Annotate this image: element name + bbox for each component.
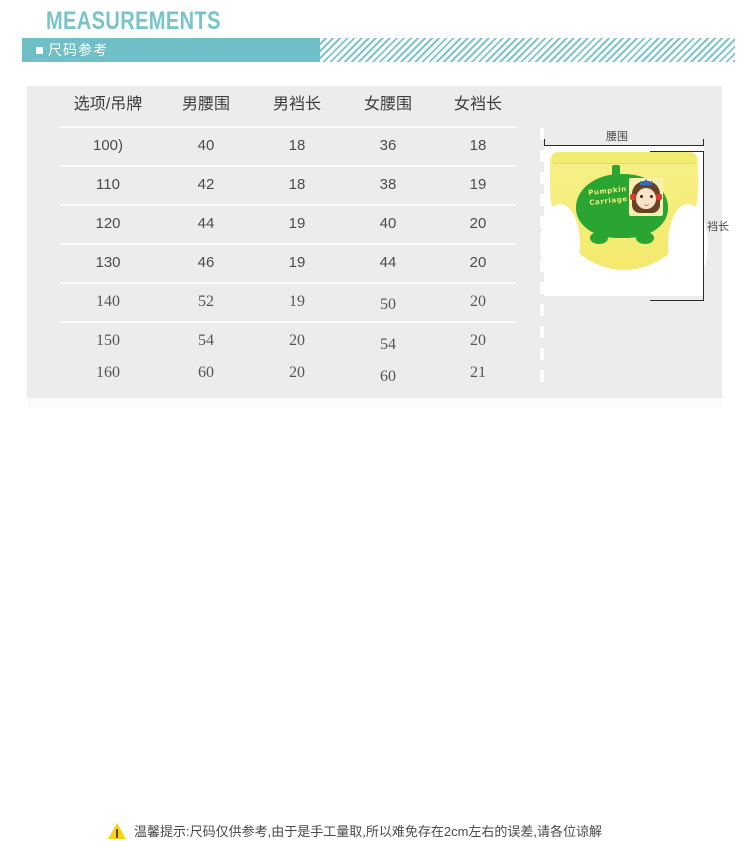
girl-mouth-icon bbox=[644, 202, 649, 206]
row-divider bbox=[60, 126, 516, 128]
hair-bow-right-icon bbox=[656, 194, 662, 200]
row-divider bbox=[60, 282, 516, 284]
cell-girl-rise: 20 bbox=[469, 215, 487, 232]
waist-guide-line bbox=[544, 145, 704, 146]
table-row: 140 52 19 50 20 bbox=[27, 283, 516, 321]
footer-note-text: 温馨提示:尺码仅供参考,由于是手工量取,所以难免存在2cm左右的误差,请各位谅解 bbox=[134, 824, 603, 839]
footer-note: 温馨提示:尺码仅供参考,由于是手工量取,所以难免存在2cm左右的误差,请各位谅解 bbox=[0, 408, 750, 839]
cell-girl-rise: 19 bbox=[469, 176, 487, 193]
row-divider bbox=[60, 321, 516, 323]
cell-girl-rise: 20 bbox=[470, 332, 486, 349]
subtitle-label: 尺码参考 bbox=[48, 42, 108, 58]
table-row: 130 46 19 44 20 bbox=[27, 244, 516, 282]
cell-girl-waist: 38 bbox=[379, 176, 397, 193]
table-header-row: 选项/吊牌 男腰围 男裆长 女腰围 女裆长 bbox=[27, 86, 516, 124]
hair-bow-left-icon bbox=[630, 194, 636, 200]
table-row: 160 60 20 60 21 bbox=[27, 356, 516, 390]
table-row: 100) 40 18 36 18 bbox=[27, 127, 516, 165]
crotch-tick-top-icon bbox=[650, 151, 704, 152]
row-divider bbox=[60, 165, 516, 167]
column-header-boy-waist: 男腰围 bbox=[181, 96, 230, 113]
cell-boy-waist: 54 bbox=[198, 332, 214, 349]
underwear-waistband bbox=[552, 152, 696, 164]
cell-girl-waist: 50 bbox=[380, 296, 396, 313]
cell-boy-rise: 18 bbox=[288, 137, 306, 154]
cell-girl-waist: 54 bbox=[380, 336, 396, 353]
crotch-tick-bottom-icon bbox=[650, 300, 704, 301]
row-divider bbox=[60, 204, 516, 206]
crotch-measure-label: 裆长 bbox=[707, 221, 729, 233]
cell-size: 160 bbox=[96, 364, 120, 381]
subtitle-bar: 尺码参考 bbox=[22, 38, 320, 62]
crotch-guide-line bbox=[703, 151, 704, 301]
cell-girl-waist: 44 bbox=[379, 254, 397, 271]
cell-girl-waist: 60 bbox=[380, 368, 396, 385]
waist-measure-label: 腰围 bbox=[606, 131, 628, 143]
girl-crown-icon bbox=[640, 179, 652, 185]
cell-boy-rise: 20 bbox=[289, 332, 305, 349]
cell-boy-rise: 19 bbox=[288, 215, 306, 232]
row-divider bbox=[60, 243, 516, 245]
girl-eye-left-icon bbox=[640, 195, 643, 198]
page-title: MEASUREMENTS bbox=[46, 7, 221, 35]
product-photo-area: 腰围 Pumpkin Carriage bbox=[540, 126, 729, 356]
cell-boy-waist: 42 bbox=[197, 176, 215, 193]
cell-size: 120 bbox=[95, 215, 121, 232]
cell-boy-rise: 20 bbox=[289, 364, 305, 381]
cell-girl-rise: 20 bbox=[469, 254, 487, 271]
cell-girl-rise: 21 bbox=[470, 364, 486, 381]
cell-girl-rise: 20 bbox=[470, 293, 486, 310]
table-row: 150 54 20 54 20 bbox=[27, 324, 516, 358]
pumpkin-stem-icon bbox=[612, 165, 620, 178]
column-header-girl-rise: 女裆长 bbox=[453, 96, 502, 113]
underwear-illustration: Pumpkin Carriage bbox=[540, 152, 708, 292]
table-row: 110 42 18 38 19 bbox=[27, 166, 516, 204]
cell-size: 110 bbox=[96, 176, 120, 193]
panel-bottom-fade bbox=[27, 398, 722, 408]
square-bullet-icon bbox=[36, 47, 43, 54]
cell-boy-waist: 52 bbox=[198, 293, 214, 310]
cell-size: 150 bbox=[96, 332, 120, 349]
cell-boy-waist: 60 bbox=[198, 364, 214, 381]
cell-boy-waist: 44 bbox=[197, 215, 215, 232]
girl-face-icon bbox=[636, 188, 656, 209]
cell-girl-waist: 36 bbox=[379, 137, 397, 154]
carriage-window bbox=[629, 178, 663, 216]
cell-size: 100) bbox=[92, 137, 124, 154]
header-block: MEASUREMENTS 尺码参考 bbox=[0, 0, 750, 70]
product-photo: Pumpkin Carriage bbox=[540, 146, 708, 296]
column-header-size: 选项/吊牌 bbox=[73, 96, 143, 113]
cell-size: 130 bbox=[95, 254, 121, 271]
column-header-girl-waist: 女腰围 bbox=[363, 96, 412, 113]
table-row: 120 44 19 40 20 bbox=[27, 205, 516, 243]
carriage-wheel-left-icon bbox=[590, 232, 608, 244]
leg-opening-left bbox=[540, 204, 580, 284]
column-header-boy-rise: 男裆长 bbox=[272, 96, 321, 113]
carriage-wheel-right-icon bbox=[636, 232, 654, 244]
cell-boy-rise: 18 bbox=[288, 176, 306, 193]
warning-exclamation-icon bbox=[116, 829, 118, 838]
girl-eye-right-icon bbox=[650, 195, 653, 198]
cell-boy-waist: 40 bbox=[197, 137, 215, 154]
cell-girl-rise: 18 bbox=[469, 137, 487, 154]
diagonal-stripe-band bbox=[320, 38, 735, 62]
size-table-panel: 选项/吊牌 男腰围 男裆长 女腰围 女裆长 100) 40 18 36 18 1… bbox=[27, 86, 729, 398]
cell-boy-rise: 19 bbox=[288, 254, 306, 271]
cell-girl-waist: 40 bbox=[379, 215, 397, 232]
cell-size: 140 bbox=[96, 293, 120, 310]
cell-boy-rise: 19 bbox=[289, 293, 305, 310]
cell-boy-waist: 46 bbox=[197, 254, 215, 271]
leg-opening-right bbox=[668, 204, 708, 284]
